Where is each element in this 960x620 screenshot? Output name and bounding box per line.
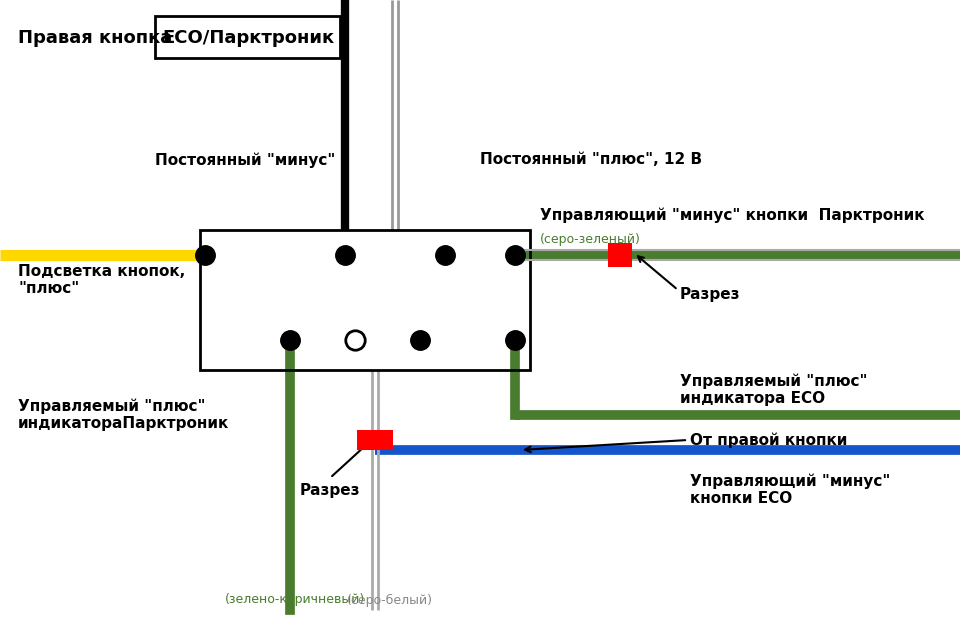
Text: Подсветка кнопок,
"плюс": Подсветка кнопок, "плюс" [18, 264, 185, 296]
Text: Управляемый "плюс"
индикатора ЕСО: Управляемый "плюс" индикатора ЕСО [680, 373, 868, 407]
Text: Управляемый "плюс"
индикатораПарктроник: Управляемый "плюс" индикатораПарктроник [18, 399, 229, 432]
Text: (серо-зеленый): (серо-зеленый) [540, 234, 641, 247]
Text: Постоянный "плюс", 12 В: Постоянный "плюс", 12 В [480, 153, 702, 167]
Text: Постоянный "минус": Постоянный "минус" [155, 153, 335, 168]
Bar [200, 230, 530, 370]
Text: Управляющий "минус"
кнопки ЕСО: Управляющий "минус" кнопки ЕСО [690, 474, 890, 507]
Bar [608, 243, 632, 267]
Text: Управляющий "минус" кнопки  Парктроник: Управляющий "минус" кнопки Парктроник [540, 207, 924, 223]
Text: Разрез: Разрез [680, 288, 740, 303]
Text: Правая кнопка: Правая кнопка [18, 29, 172, 47]
Text: (серо-белый): (серо-белый) [347, 593, 433, 606]
Bar [155, 16, 340, 58]
Text: (зелено-коричневый): (зелено-коричневый) [225, 593, 365, 606]
Text: От правой кнопки: От правой кнопки [690, 432, 848, 448]
Text: Разрез: Разрез [300, 482, 361, 497]
Text: ЕСО/Парктроник: ЕСО/Парктроник [162, 29, 334, 47]
Bar [357, 430, 393, 450]
